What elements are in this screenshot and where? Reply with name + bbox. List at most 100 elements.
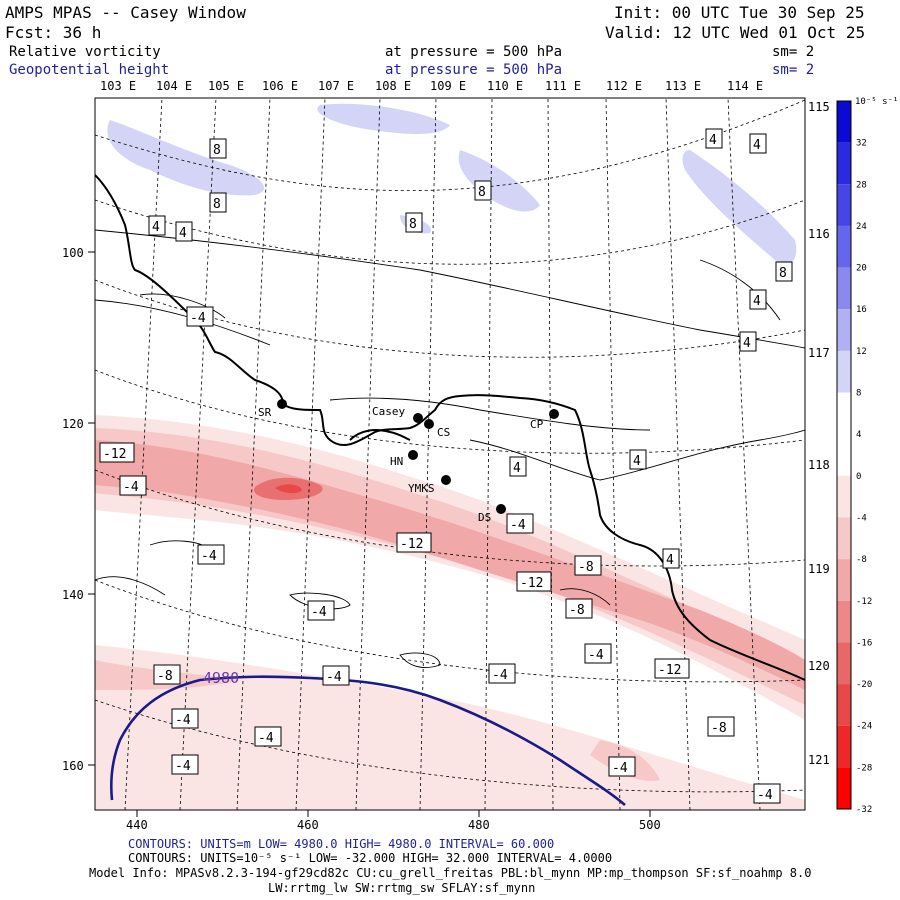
colorbar-swatch [837,184,851,226]
colorbar-swatch [837,309,851,351]
contour-label-neg12: -12 [654,658,690,679]
top-lon-label: 109 E [430,79,467,93]
colorbar-swatch [837,767,851,809]
colorbar-label: 12 [856,347,867,357]
colorbar-label: -32 [856,805,872,815]
station-marker-ymks [441,475,451,485]
svg-text:-12: -12 [658,663,681,678]
x-tick-label: 480 [468,818,490,832]
svg-text:8: 8 [213,197,221,212]
top-lon-label: 106 E [262,79,299,93]
svg-text:4: 4 [743,336,751,351]
contour-label-8: 8 [209,138,227,159]
contour-label-neg8: -8 [565,598,593,619]
contour-label-8: 8 [209,192,227,213]
station-label-hn: HN [390,455,403,468]
colorbar-label: 0 [856,472,861,482]
contour-label-4: 4 [662,548,680,569]
contour-label-neg8: -8 [574,555,602,576]
colorbar-label: -24 [856,722,872,732]
forecast-hour: Fcst: 36 h [5,23,102,42]
colorbar-swatch [837,684,851,726]
svg-text:8: 8 [779,266,787,281]
svg-text:8: 8 [213,143,221,158]
field1-smoothing: sm= 2 [772,44,815,60]
svg-text:-4: -4 [612,761,628,776]
top-lon-label: 111 E [545,79,582,93]
colorbar-label: 4 [856,430,861,440]
right-lon-label: 118 E [808,458,844,472]
colorbar-label: 20 [856,264,867,274]
contour-label-8: 8 [775,261,793,282]
field1-level: at pressure = 500 hPa [385,44,563,60]
station-marker-cp [549,409,559,419]
colorbar-swatch [837,267,851,310]
right-lon-label: 120 E [808,659,844,673]
colorbar-label: -20 [856,680,872,690]
svg-text:4: 4 [513,461,521,476]
station-marker-sr [277,399,287,409]
valid-time: Valid: 12 UTC Wed 01 Oct 25 [605,23,866,42]
contour-label-4: 4 [705,128,723,149]
top-lon-label: 114 E [727,79,764,93]
svg-text:-4: -4 [201,549,217,564]
contour-label-neg4: -4 [171,708,199,729]
y-tick-label: 160 [62,759,84,773]
svg-text:4: 4 [709,133,717,148]
svg-text:-8: -8 [157,669,173,684]
contour-label-neg4: -4 [171,754,199,775]
right-lon-labels: 115 E 116 E 117 E 118 E 119 E 120 E 121 … [808,100,844,767]
svg-text:8: 8 [409,217,417,232]
map-frame [94,97,806,811]
contour-label-4: 4 [629,449,647,470]
right-lon-label: 119 E [808,562,844,576]
y-tick-label: 140 [62,588,84,602]
svg-text:-12: -12 [103,447,126,462]
contour-label-neg12: -12 [396,532,432,553]
x-tick-label: 440 [126,818,148,832]
stations: SR Casey CS CP HN YMKS DS [258,399,559,524]
svg-text:-4: -4 [175,759,191,774]
svg-text:-4: -4 [757,788,773,803]
height-contour-4980 [109,675,626,806]
colorbar-label: 32 [856,139,867,149]
colorbar-label: -28 [856,763,872,773]
svg-text:-8: -8 [569,603,585,618]
station-label-ds: DS [478,511,491,524]
contour-label-neg4: -4 [307,600,335,621]
footer-contour-vorticity: CONTOURS: UNITS=10⁻⁵ s⁻¹ LOW= -32.000 HI… [128,851,613,865]
footer-physics-info: LW:rrtmg_lw SW:rrtmg_sw SFLAY:sf_mynn [268,881,536,895]
contour-label-neg4: -4 [506,513,534,534]
y-tick-label: 120 [62,417,84,431]
svg-text:4: 4 [179,226,187,241]
top-lon-label: 110 E [487,79,524,93]
right-lon-label: 116 E [808,227,844,241]
station-label-sr: SR [258,406,272,419]
field2-name: Geopotential height [9,62,170,78]
footer-model-info: Model Info: MPASv8.2.3-194-gf29cd82c CU:… [89,866,812,880]
top-lon-label: 103 E [100,79,137,93]
colorbar-swatch [837,517,851,560]
colorbar-swatch [837,642,851,685]
contour-labels: 8 8 8 8 8 4 4 4 4 4 4 4 4 4 -4 -4 -4 -4 … [99,128,793,804]
contour-label-neg4: -4 [322,665,350,686]
x-tick-label: 500 [639,818,661,832]
svg-text:-4: -4 [492,668,508,683]
colorbar-label: -16 [856,638,872,648]
svg-text:-4: -4 [123,480,139,495]
svg-text:-4: -4 [175,713,191,728]
contour-label-neg4: -4 [584,643,612,664]
top-lon-label: 107 E [318,79,355,93]
station-marker-casey [413,413,423,423]
colorbar-label: 8 [856,389,861,399]
contour-label-neg4: -4 [197,544,225,565]
contour-label-neg12: -12 [516,571,552,592]
top-lon-label: 104 E [156,79,193,93]
station-marker-ds [496,504,506,514]
colorbar-label: -4 [856,513,867,523]
station-marker-cs [424,419,434,429]
top-lon-label: 113 E [665,79,702,93]
svg-text:4: 4 [753,294,761,309]
field1-name: Relative vorticity [9,44,161,60]
